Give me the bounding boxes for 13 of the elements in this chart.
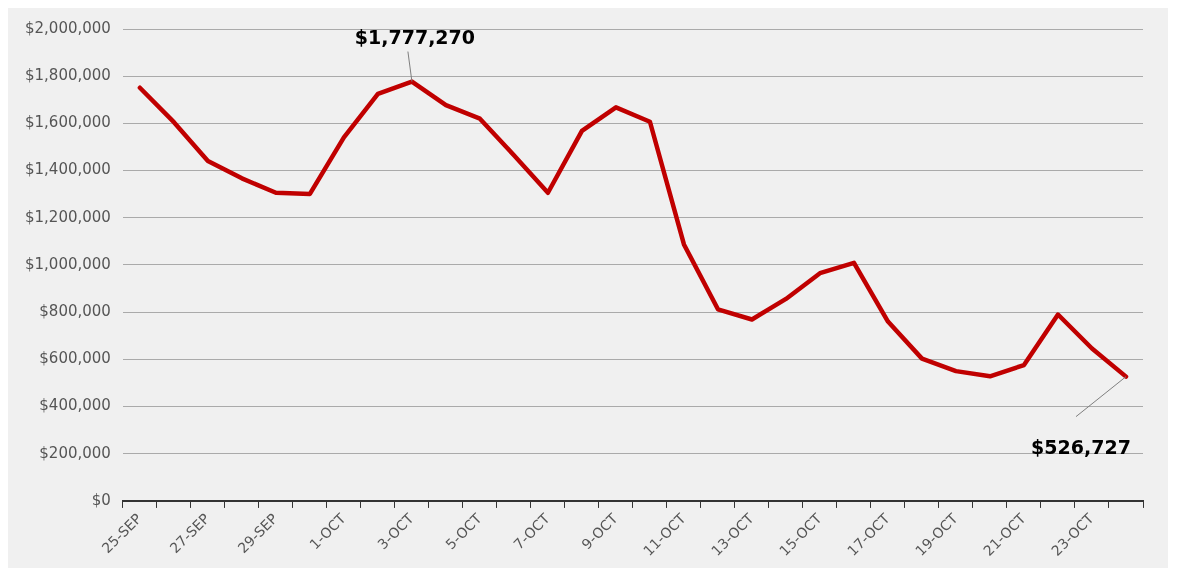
y-tick-label: $600,000 [39, 349, 111, 368]
y-tick-label: $1,400,000 [24, 160, 111, 179]
data-label: $1,777,270 [354, 26, 476, 49]
y-tick-label: $800,000 [39, 302, 111, 321]
y-tick-label: $1,600,000 [24, 113, 111, 132]
y-tick-label: $400,000 [39, 396, 111, 415]
y-tick-label: $1,200,000 [24, 207, 111, 226]
data-label: $526,727 [1031, 435, 1131, 458]
y-tick-label: $2,000,000 [24, 18, 111, 37]
y-tick-label: $0 [91, 490, 111, 509]
y-tick-label: $200,000 [39, 443, 111, 462]
y-tick-label: $1,800,000 [24, 66, 111, 85]
y-tick-label: $1,000,000 [24, 254, 111, 273]
